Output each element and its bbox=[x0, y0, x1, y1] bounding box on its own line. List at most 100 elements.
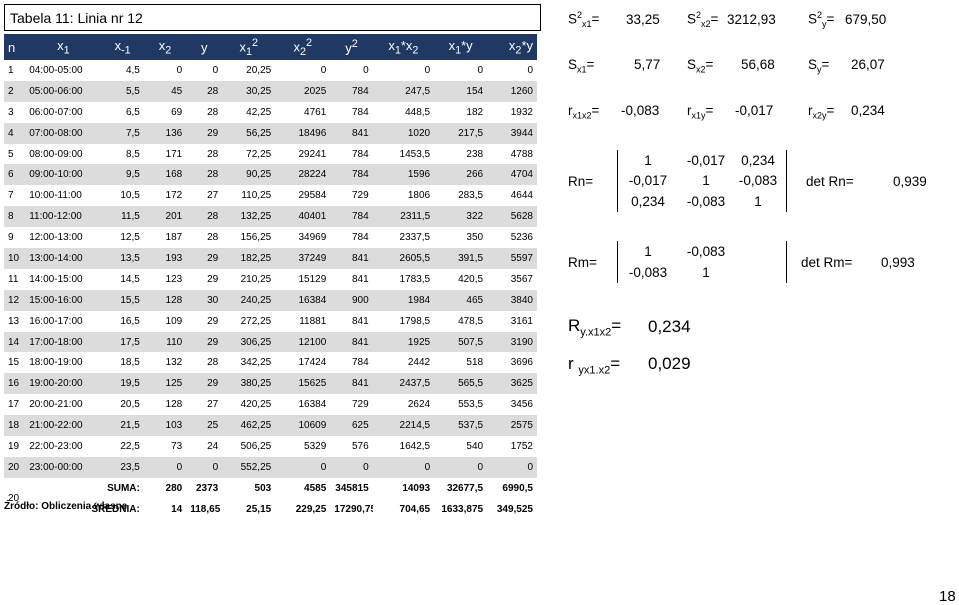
sum-cell: 2373 bbox=[186, 477, 223, 499]
table-cell: 1806 bbox=[372, 185, 435, 207]
table-cell: 841 bbox=[330, 310, 373, 332]
table-cell: 30 bbox=[186, 289, 223, 311]
table-cell: 28 bbox=[186, 206, 223, 228]
table-cell: 17 bbox=[4, 394, 26, 416]
page-number: 18 bbox=[939, 588, 956, 605]
table-cell: 14 bbox=[4, 331, 26, 353]
table-cell: 0 bbox=[186, 456, 223, 478]
table-cell: 625 bbox=[330, 415, 373, 437]
table-cell: 5628 bbox=[487, 206, 537, 228]
header-x2y: x2*y bbox=[487, 34, 537, 60]
det-rn-value: 0,939 bbox=[893, 174, 927, 189]
table-cell: 18:00-19:00 bbox=[25, 352, 102, 374]
table-cell: 11:00-12:00 bbox=[25, 206, 102, 228]
table-cell: 0 bbox=[275, 456, 331, 478]
table-cell: 3190 bbox=[487, 331, 537, 353]
table-cell: 10 bbox=[4, 248, 26, 269]
rn-cell: 0,234 bbox=[631, 194, 665, 209]
table-cell: 30,25 bbox=[222, 80, 276, 102]
table-cell: 2575 bbox=[487, 415, 537, 437]
table-cell: 29 bbox=[186, 122, 223, 144]
header-x1-sq: x12 bbox=[222, 34, 276, 60]
table-cell: 182,25 bbox=[222, 248, 276, 269]
table-cell: 210,25 bbox=[222, 268, 276, 290]
table-cell: 729 bbox=[330, 394, 373, 416]
table-row: 11 14:00-15:00 14,5 123 29 210,25 15129 841 1783… bbox=[4, 268, 537, 290]
table-cell: 5597 bbox=[487, 248, 537, 269]
table-cell: 272,25 bbox=[222, 310, 276, 332]
table-cell: 5236 bbox=[487, 227, 537, 249]
sum-cell: 4585 bbox=[275, 477, 331, 499]
table-row: 5 08:00-09:00 8,5 171 28 72,25 29241 784 1453,5 2… bbox=[4, 143, 537, 165]
table-cell: 125 bbox=[143, 373, 187, 395]
label-sx1: Sx1= bbox=[568, 57, 595, 75]
rm-cell: 1 bbox=[702, 265, 710, 280]
label-rx1x2: rx1x2= bbox=[568, 103, 600, 121]
value-ryx: 0,029 bbox=[648, 354, 691, 373]
rn-cell: 1 bbox=[702, 173, 710, 188]
table-cell: 11,5 bbox=[101, 206, 144, 228]
sum-cell: 6990,5 bbox=[487, 477, 537, 499]
table-cell: 20,5 bbox=[101, 394, 144, 416]
table-cell: 3944 bbox=[487, 122, 537, 144]
table-cell: 5 bbox=[4, 143, 26, 165]
table-row: 17 20:00-21:00 20,5 128 27 420,25 16384 729 2624… bbox=[4, 394, 537, 416]
value-s2y: 679,50 bbox=[845, 12, 887, 27]
table-cell: 4 bbox=[4, 122, 26, 144]
rn-cell: 0,234 bbox=[741, 153, 775, 168]
label-rx2y: rx2y= bbox=[808, 103, 835, 121]
table-cell: 17424 bbox=[275, 352, 331, 374]
table-cell: 40401 bbox=[275, 206, 331, 228]
table-cell: 20:00-21:00 bbox=[25, 394, 102, 416]
table-cell: 3456 bbox=[487, 394, 537, 416]
table-cell: 16,5 bbox=[101, 310, 144, 332]
table-cell: 15:00-16:00 bbox=[25, 289, 102, 311]
table-cell: 784 bbox=[330, 143, 373, 165]
table-cell: 0 bbox=[330, 456, 373, 478]
table-cell: 4788 bbox=[487, 143, 537, 165]
table-cell: 128 bbox=[143, 289, 187, 311]
table-cell: 3567 bbox=[487, 268, 537, 290]
table-cell: 128 bbox=[143, 394, 187, 416]
table-cell: 841 bbox=[330, 122, 373, 144]
table-cell: 28 bbox=[186, 101, 223, 123]
mean-cell: 349,525 bbox=[487, 498, 537, 520]
rn-cell: -0,083 bbox=[686, 194, 726, 209]
mean-cell: 118,65 bbox=[186, 498, 223, 520]
table-cell: 2605,5 bbox=[372, 248, 435, 269]
table-cell: 391,5 bbox=[434, 248, 488, 269]
header-x1x2: x1*x2 bbox=[372, 34, 435, 60]
table-title: Tabela 11: Linia nr 12 bbox=[4, 4, 541, 31]
table-cell: 27 bbox=[186, 185, 223, 207]
label-s2x2: S2x2= bbox=[687, 10, 719, 30]
table-cell: 4761 bbox=[275, 101, 331, 123]
table-cell: 07:00-08:00 bbox=[25, 122, 102, 144]
table-cell: 4644 bbox=[487, 185, 537, 207]
table-cell: 462,25 bbox=[222, 415, 276, 437]
table-cell: 25 bbox=[186, 415, 223, 437]
table-cell: 9,5 bbox=[101, 164, 144, 186]
table-cell: 841 bbox=[330, 373, 373, 395]
table-cell: 14,5 bbox=[101, 268, 144, 290]
sum-cell: 14093 bbox=[372, 477, 435, 499]
rm-label: Rm= bbox=[568, 255, 597, 270]
table-cell: 13 bbox=[4, 310, 26, 332]
table-cell: 3 bbox=[4, 101, 26, 123]
table-cell: 16384 bbox=[275, 394, 331, 416]
table-cell: 28 bbox=[186, 352, 223, 374]
rm-matrix: 1 -0,083 -0,083 1 bbox=[617, 241, 787, 283]
table-cell: 132 bbox=[143, 352, 187, 374]
table-cell: 28224 bbox=[275, 164, 331, 186]
source-note: Źródło: Obliczenia własne bbox=[4, 501, 128, 512]
table-cell: 17,5 bbox=[101, 331, 144, 353]
table-cell: 5,5 bbox=[101, 80, 144, 102]
table-row: 7 10:00-11:00 10,5 172 27 110,25 29584 729 1806 2… bbox=[4, 185, 537, 207]
table-cell: 28 bbox=[186, 80, 223, 102]
table-cell: 19:00-20:00 bbox=[25, 373, 102, 395]
mean-cell: 1633,875 bbox=[434, 498, 488, 520]
rm-cell: -0,083 bbox=[628, 265, 668, 280]
table-cell: 0 bbox=[434, 60, 488, 81]
table-cell: 0 bbox=[372, 60, 435, 81]
table-cell: 12,5 bbox=[101, 227, 144, 249]
table-row: 16 19:00-20:00 19,5 125 29 380,25 15625 841 2437… bbox=[4, 373, 537, 395]
